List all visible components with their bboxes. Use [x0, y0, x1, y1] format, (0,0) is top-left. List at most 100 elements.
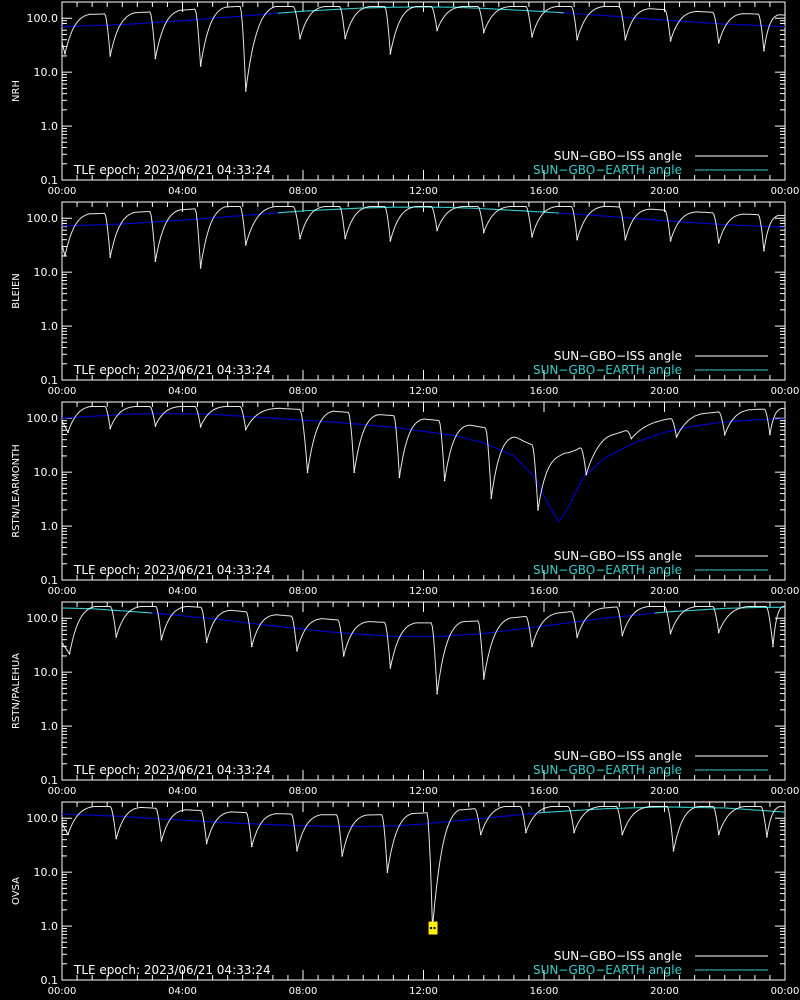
earth-segment: [498, 630, 504, 633]
earth-segment: [267, 624, 273, 627]
earth-segment: [508, 629, 514, 631]
x-tick-label: 16:00: [530, 986, 559, 997]
earth-segment: [559, 519, 562, 521]
y-axis-title: BLEIEN: [11, 273, 22, 309]
earth-segment: [463, 437, 467, 440]
y-axis-title: RSTN/PALEHUA: [11, 653, 22, 729]
earth-segment: [593, 465, 596, 469]
earth-segment: [692, 425, 695, 427]
iss-dip-point: [154, 260, 157, 262]
y-tick-label: 100.0: [27, 612, 59, 625]
earth-series: [62, 806, 785, 828]
earth-segment: [634, 441, 638, 444]
earth-segment: [571, 497, 574, 501]
earth-segment: [506, 452, 510, 455]
y-tick-label: 0.1: [41, 374, 59, 387]
earth-segment: [659, 611, 665, 614]
earth-segment: [614, 616, 620, 618]
iss-dip-point: [205, 641, 208, 643]
iss-dip-point: [64, 255, 66, 257]
earth-segment: [468, 438, 472, 441]
earth-series: [62, 413, 785, 523]
x-tick-label: 16:00: [530, 786, 559, 797]
x-tick-label: 00:00: [771, 186, 800, 197]
iss-dip-point: [250, 845, 253, 848]
earth-segment: [503, 451, 507, 454]
earth-segment: [572, 494, 575, 498]
earth-segment: [684, 426, 688, 429]
earth-segment: [568, 502, 572, 506]
earth-segment: [448, 434, 454, 436]
iss-dip-point: [67, 431, 69, 434]
earth-segment: [471, 439, 474, 441]
y-tick-label: 1.0: [41, 320, 59, 333]
iss-dip-point: [482, 231, 485, 234]
earth-segment: [649, 612, 655, 615]
earth-segment: [532, 475, 536, 478]
iss-dip-point: [199, 425, 202, 428]
legend-iss-label: SUN−GBO−ISS angle: [554, 549, 682, 563]
earth-segment: [513, 628, 519, 631]
iss-dip-point: [573, 831, 575, 834]
earth-segment: [558, 622, 565, 625]
earth-series: [62, 206, 785, 228]
iss-dip-point: [624, 38, 627, 41]
earth-segment: [488, 444, 492, 447]
earth-segment: [565, 509, 568, 512]
earth-segment: [649, 436, 653, 439]
y-axis-title: RSTN/LEARMONTH: [11, 444, 22, 538]
x-tick-label: 12:00: [409, 586, 438, 597]
earth-segment: [591, 467, 595, 470]
iss-dip-point: [299, 37, 301, 40]
iss-dip-point: [342, 655, 345, 657]
y-tick-label: 10.0: [34, 666, 59, 679]
earth-segment: [483, 632, 489, 635]
earth-segment: [297, 628, 304, 630]
chart-panel-1: 0.1 1.0 10.0 100.0 00:00 04:00 08:00 12:00 16:00…: [11, 1, 800, 197]
earth-segment: [646, 437, 650, 439]
iss-dip-point: [67, 833, 69, 836]
iss-dip-point: [436, 29, 438, 31]
tle-epoch-label: TLE epoch: 2023/06/21 04:33:24: [73, 363, 271, 377]
iss-dip-point: [244, 244, 247, 246]
earth-segment: [328, 631, 334, 633]
earth-segment: [551, 510, 554, 513]
earth-segment: [539, 487, 542, 491]
earth-segment: [466, 437, 469, 440]
iss-dip-point: [672, 849, 675, 852]
iss-dip-point: [341, 855, 343, 857]
earth-segment: [413, 429, 419, 432]
earth-segment: [666, 430, 670, 433]
y-tick-label: 10.0: [34, 466, 59, 479]
iss-dip-point: [344, 37, 346, 40]
y-tick-label: 0.1: [41, 174, 59, 187]
earth-segment: [525, 468, 529, 471]
iss-dip-point: [717, 631, 720, 634]
earth-segment: [277, 625, 283, 628]
earth-segment: [560, 517, 562, 520]
earth-segment: [589, 469, 593, 472]
y-tick-label: 10.0: [34, 266, 59, 279]
earth-segment: [586, 472, 589, 475]
earth-segment: [561, 515, 564, 518]
earth-segment: [481, 441, 484, 444]
x-tick-label: 00:00: [771, 786, 800, 797]
earth-segment: [595, 464, 598, 467]
x-tick-label: 16:00: [530, 386, 559, 397]
earth-segment: [681, 427, 685, 430]
earth-segment: [603, 456, 608, 459]
iss-dip-point: [398, 476, 401, 479]
iss-dip-point: [763, 249, 765, 252]
earth-segment: [676, 428, 680, 431]
earth-segment: [564, 622, 570, 624]
earth-segment: [549, 507, 552, 510]
y-tick-label: 1.0: [41, 720, 59, 733]
iss-dip-point: [576, 38, 578, 41]
iss-dip-point: [109, 427, 111, 430]
earth-segment: [654, 434, 658, 437]
earth-segment: [222, 619, 228, 622]
event-marker-dot: [433, 927, 436, 930]
